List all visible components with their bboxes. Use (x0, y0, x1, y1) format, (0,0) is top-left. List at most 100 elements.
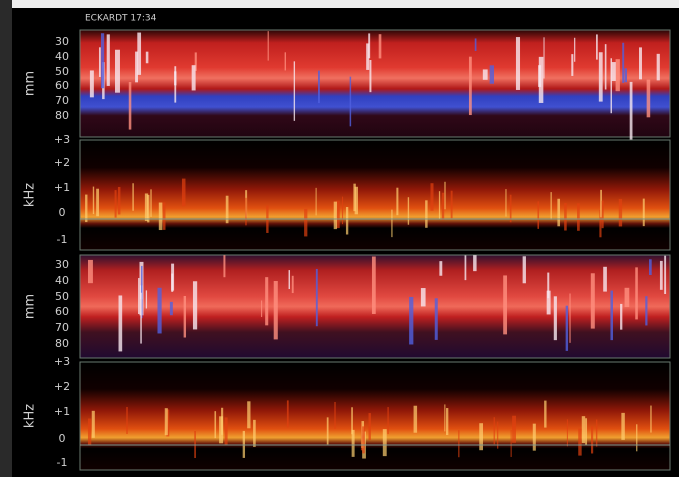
panels: mm304050607080kHz+3+2+10-1mm304050607080… (23, 30, 671, 470)
streak (554, 296, 557, 340)
streak (660, 261, 663, 290)
streak (425, 200, 427, 228)
streak (287, 400, 289, 427)
streak (96, 189, 99, 217)
streak (647, 80, 651, 118)
streak (88, 260, 93, 283)
streak (439, 261, 442, 276)
streak (409, 297, 413, 345)
tick-label: 40 (55, 50, 69, 63)
tick-label: 50 (55, 65, 69, 78)
streak (645, 296, 647, 325)
top-band (0, 0, 679, 8)
streak (408, 197, 409, 225)
streak (650, 406, 651, 433)
tick-label: -1 (57, 456, 68, 469)
streak (596, 34, 598, 59)
streak (223, 255, 225, 277)
streak (352, 430, 355, 457)
streak (366, 43, 369, 70)
streak (451, 191, 453, 219)
streak (479, 423, 483, 450)
streak (490, 65, 494, 83)
streak (458, 430, 459, 457)
spectrum-panel (80, 30, 670, 137)
streak (85, 195, 87, 223)
streak (505, 189, 506, 217)
streak (430, 183, 433, 211)
streak (132, 183, 133, 211)
axis-label: kHz (23, 404, 38, 428)
streak (93, 187, 94, 215)
streak (616, 59, 620, 91)
streak (289, 270, 290, 289)
streak (523, 256, 526, 283)
streak (243, 431, 245, 458)
streak (635, 267, 638, 319)
streak (511, 430, 512, 457)
tick-label: 30 (55, 35, 69, 48)
streak (135, 52, 138, 83)
streak (439, 191, 440, 219)
streak (126, 407, 127, 434)
streak (469, 57, 472, 115)
streak (88, 419, 91, 446)
streak (129, 82, 132, 130)
streak (421, 288, 426, 306)
tick-label: 60 (55, 305, 69, 318)
tick-label: -1 (57, 233, 68, 246)
streak (261, 300, 262, 316)
streak (566, 306, 568, 351)
axis-label: kHz (23, 183, 38, 207)
streak (165, 408, 168, 435)
streak (138, 278, 139, 314)
streak (346, 207, 348, 235)
tick-label: 30 (55, 258, 69, 271)
streak (316, 188, 317, 216)
streak (107, 34, 110, 86)
streak (225, 417, 228, 444)
streak (327, 417, 329, 444)
streak (465, 255, 467, 280)
streak (182, 179, 186, 207)
streak (551, 192, 552, 220)
tick-label: 80 (55, 109, 69, 122)
streak (140, 293, 142, 344)
streak (630, 82, 633, 140)
streak (547, 291, 551, 315)
streak (92, 411, 95, 438)
streak (101, 33, 104, 88)
streak (274, 281, 278, 339)
streak (603, 267, 607, 292)
streak (657, 54, 660, 81)
streak (163, 202, 166, 230)
streak (622, 43, 624, 83)
streak (557, 199, 560, 227)
streak (355, 187, 358, 215)
streak (396, 188, 398, 216)
streak (537, 201, 539, 229)
streak (636, 424, 637, 451)
streak (619, 199, 622, 227)
streak (265, 277, 268, 325)
streak (304, 209, 307, 237)
streak (483, 69, 488, 79)
streak (475, 38, 477, 51)
streak (159, 203, 163, 231)
axis-label: mm (23, 294, 38, 319)
tick-label: 60 (55, 79, 69, 92)
streak (414, 406, 418, 433)
streak (145, 193, 148, 221)
streak (372, 257, 376, 314)
streak (334, 402, 335, 429)
tick-label: 40 (55, 274, 69, 287)
streak (643, 199, 645, 227)
streak (118, 187, 120, 215)
streak (539, 57, 544, 103)
streak (435, 298, 438, 340)
streak (494, 417, 495, 444)
tick-label: +2 (54, 380, 70, 393)
streak (473, 255, 476, 271)
streak (369, 60, 371, 92)
ultrasound-screen: ECKARDT 17:34 mm304050607080kHz+3+2+10-1… (0, 0, 679, 477)
